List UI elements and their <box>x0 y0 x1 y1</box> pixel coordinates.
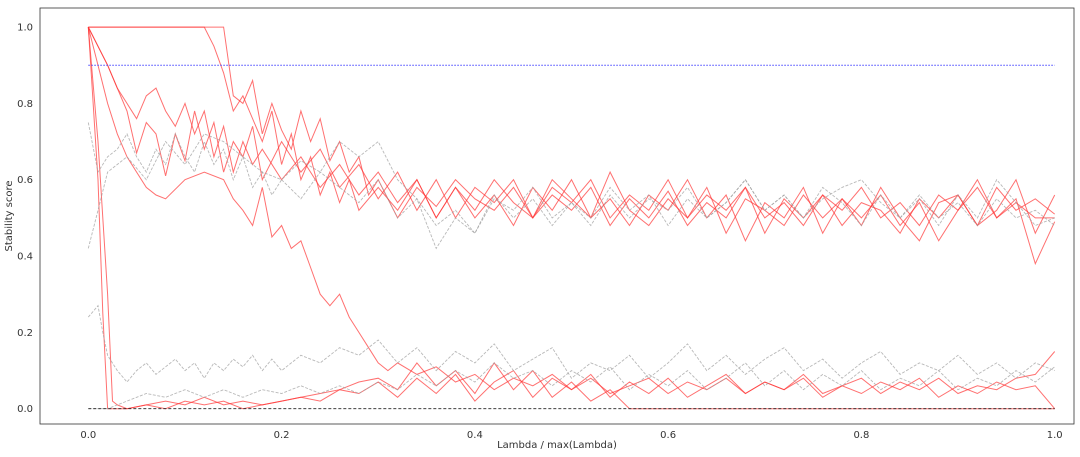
reference-lines-layer <box>88 64 1055 410</box>
selected-variable-line-4 <box>87 26 1056 395</box>
unselected-variable-line-8 <box>87 133 1055 250</box>
x-tick-label: 1.0 <box>1047 430 1063 441</box>
selected-variable-line-6 <box>87 27 1056 410</box>
selected-variable-line-1 <box>88 26 1056 266</box>
unselected-variable-line-9 <box>87 304 1055 383</box>
unselected-variable-line-7 <box>87 122 1055 235</box>
x-tick-label: 0.0 <box>80 430 96 441</box>
x-tick-label: 0.6 <box>660 430 676 441</box>
y-tick-label: 0.2 <box>17 328 33 339</box>
unselected-variable-line-10 <box>88 362 1055 410</box>
x-axis-label: Lambda / max(Lambda) <box>497 440 617 451</box>
plot-frame <box>39 7 1075 425</box>
y-tick-label: 0.8 <box>17 99 33 110</box>
y-tick-label: 0.0 <box>17 404 33 415</box>
y-tick-label: 0.4 <box>17 252 33 263</box>
tick-labels-layer: 0.0 0.2 0.4 0.6 0.8 1.0 0.0 0.2 0.4 0.6 0.8 1.0 <box>17 23 1063 441</box>
series-layer <box>87 26 1056 410</box>
y-tick-label: 1.0 <box>17 23 33 34</box>
y-tick-label: 0.6 <box>17 175 33 186</box>
selected-variable-line-3 <box>87 26 1055 227</box>
x-tick-label: 0.4 <box>467 430 483 441</box>
x-tick-label: 0.2 <box>274 430 290 441</box>
x-tick-label: 0.8 <box>853 430 869 441</box>
y-axis-label: Stability score <box>4 181 15 252</box>
